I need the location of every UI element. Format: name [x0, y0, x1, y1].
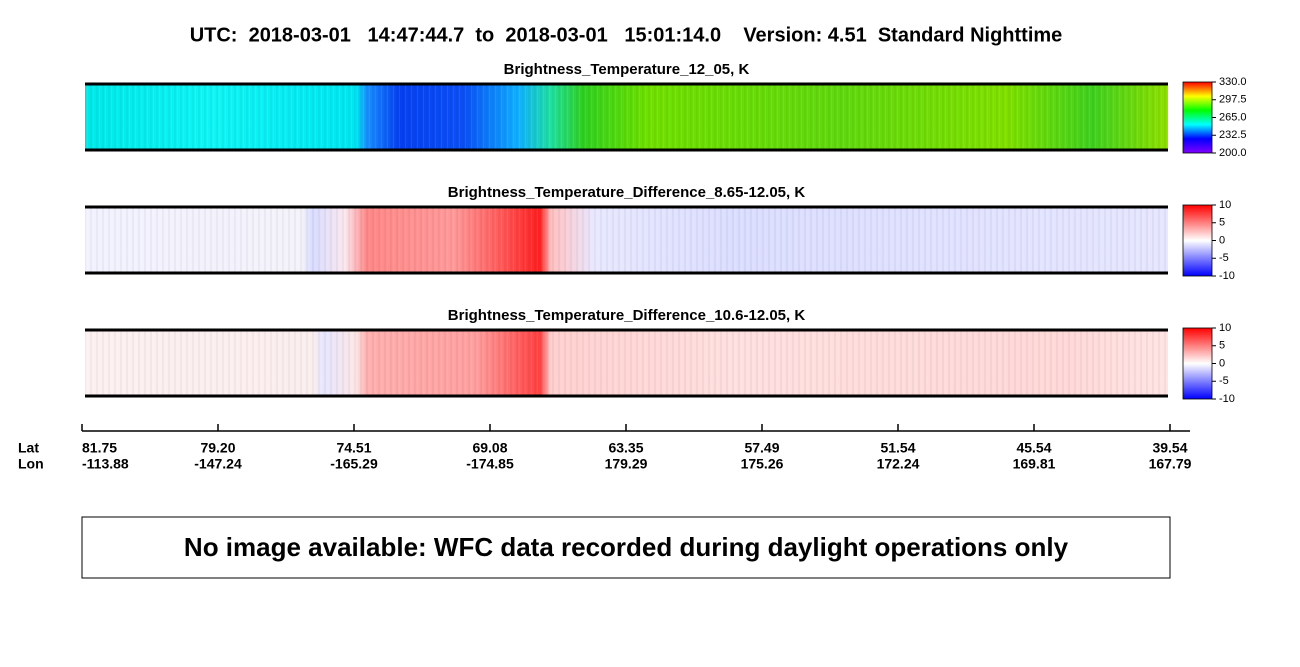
colorbar — [1182, 327, 1213, 400]
colorbar-tick-label: 10 — [1219, 322, 1231, 334]
heatmap-panel: Brightness_Temperature_12_05, K 330.0 297.… — [85, 61, 1247, 159]
heatmap-texture — [85, 84, 1168, 150]
panel-title: Brightness_Temperature_12_05, K — [504, 61, 750, 78]
lat-tick-label: 63.35 — [608, 440, 643, 456]
lat-label: Lat — [18, 440, 39, 456]
lat-tick-label: 81.75 — [82, 440, 117, 456]
colorbar-tick-label: 0 — [1219, 357, 1225, 369]
lon-tick-label: 175.26 — [741, 456, 784, 472]
lat-tick-label: 51.54 — [880, 440, 915, 456]
lon-tick-label: -113.88 — [82, 456, 129, 472]
colorbar-tick-label: 5 — [1219, 340, 1225, 352]
heatmap-texture — [85, 330, 1168, 396]
lon-tick-label: -165.29 — [330, 456, 378, 472]
lon-tick-label: 169.81 — [1013, 456, 1056, 472]
colorbar-tick-label: 5 — [1219, 217, 1225, 229]
lat-tick-label: 45.54 — [1016, 440, 1051, 456]
panel-title: Brightness_Temperature_Difference_10.6-1… — [448, 307, 806, 324]
lat-tick-label: 79.20 — [200, 440, 235, 456]
panel-title: Brightness_Temperature_Difference_8.65-1… — [448, 184, 806, 201]
lon-tick-label: 179.29 — [605, 456, 648, 472]
lat-tick-label: 69.08 — [472, 440, 507, 456]
message: No image available: WFC data recorded du… — [184, 532, 1069, 562]
lon-label: Lon — [18, 456, 44, 472]
lon-tick-label: 172.24 — [877, 456, 920, 472]
heatmap-panel: Brightness_Temperature_Difference_8.65-1… — [85, 184, 1235, 282]
page-title: UTC: 2018-03-01 14:47:44.7 to 2018-03-01… — [190, 24, 1063, 46]
colorbar-tick-label: 330.0 — [1219, 76, 1247, 88]
colorbar-tick-label: 265.0 — [1219, 111, 1247, 123]
colorbar-tick-label: -5 — [1219, 375, 1229, 387]
heatmap-texture — [85, 207, 1168, 273]
colorbar — [1182, 81, 1213, 154]
colorbar-tick-label: -10 — [1219, 393, 1235, 405]
heatmap-panel: Brightness_Temperature_Difference_10.6-1… — [85, 307, 1235, 405]
colorbar-tick-label: 0 — [1219, 234, 1225, 246]
lat-tick-label: 39.54 — [1152, 440, 1187, 456]
lon-tick-label: -147.24 — [194, 456, 242, 472]
colorbar-tick-label: -5 — [1219, 252, 1229, 264]
colorbar-tick-label: -10 — [1219, 270, 1235, 282]
colorbar-tick-label: 232.5 — [1219, 129, 1247, 141]
lat-tick-label: 57.49 — [744, 440, 779, 456]
message-box — [81, 516, 1171, 579]
colorbar-tick-label: 297.5 — [1219, 94, 1247, 106]
lat-tick-label: 74.51 — [336, 440, 371, 456]
panels: Brightness_Temperature_12_05, K 330.0 297.… — [85, 61, 1247, 405]
colorbar-tick-label: 10 — [1219, 199, 1231, 211]
along-track-axis: Lat Lon 81.75-113.88 79.20-147.24 74.51-16… — [18, 424, 1192, 472]
colorbar-tick-label: 200.0 — [1219, 147, 1247, 159]
lon-tick-label: 167.79 — [1149, 456, 1192, 472]
lon-tick-label: -174.85 — [466, 456, 514, 472]
colorbar — [1182, 204, 1213, 277]
